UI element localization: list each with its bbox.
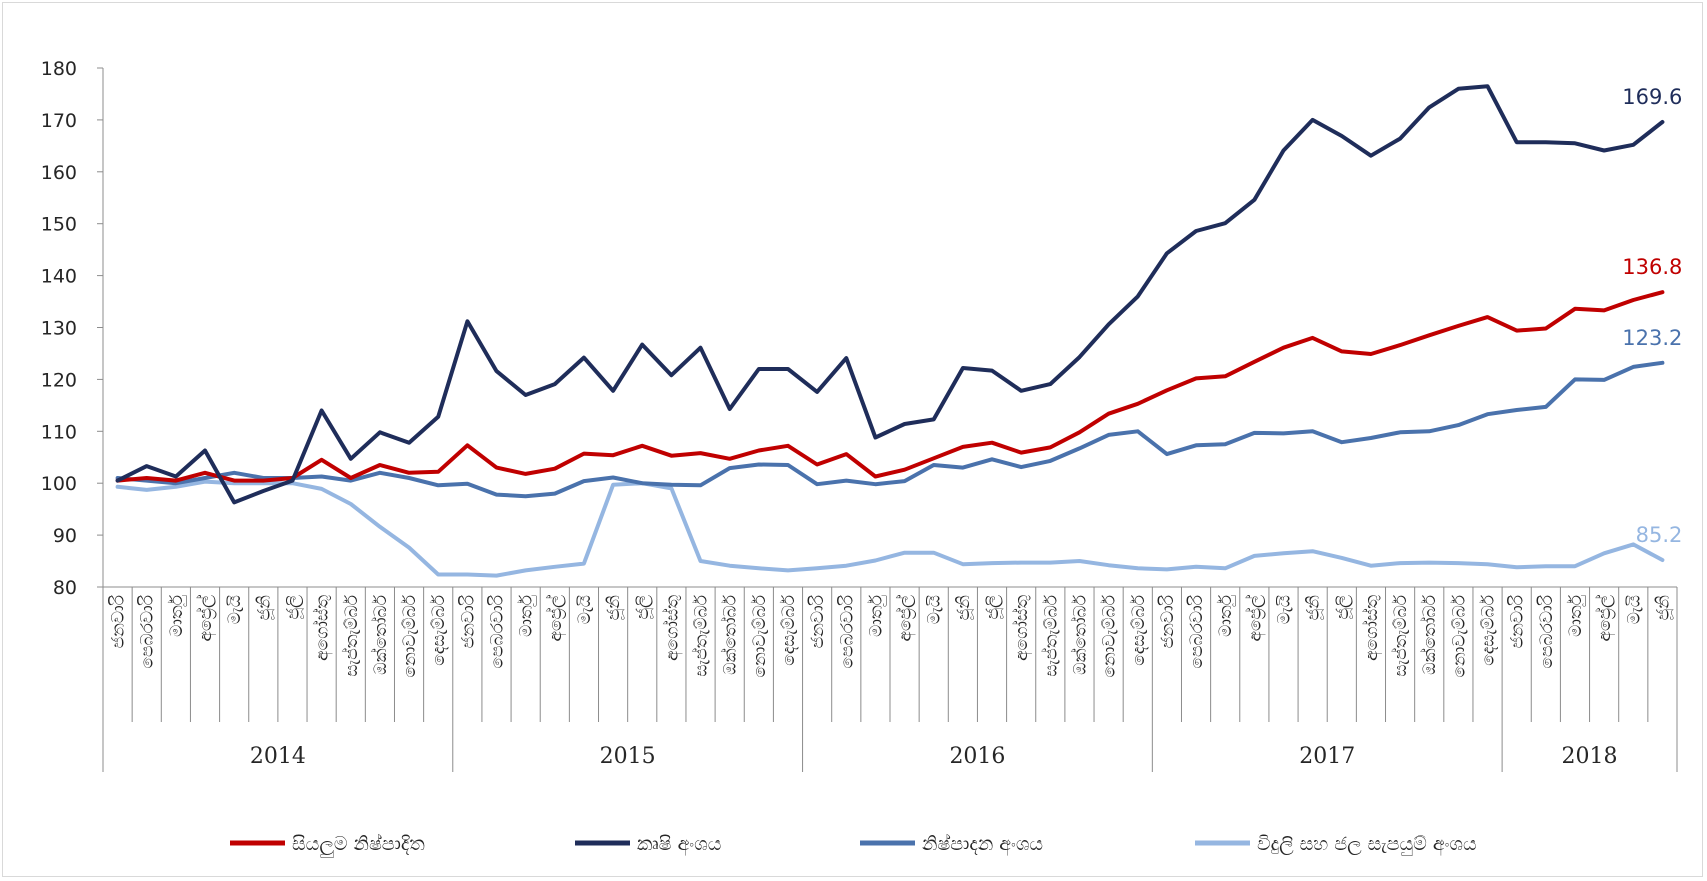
y-tick-label: 120 bbox=[41, 369, 77, 391]
y-tick-label: 140 bbox=[41, 266, 77, 288]
y-tick-label: 80 bbox=[53, 577, 77, 599]
y-tick-label: 180 bbox=[41, 58, 77, 80]
x-tick-label: නොවැම්බර් bbox=[750, 594, 770, 677]
x-tick-label: අප්‍රේල් bbox=[546, 595, 567, 642]
x-tick-label: පෙබරවාරි bbox=[837, 594, 857, 668]
year-label: 2014 bbox=[250, 744, 306, 769]
x-tick-label: මාර්තු bbox=[866, 594, 886, 637]
x-tick-label: ජූනි bbox=[1304, 595, 1324, 621]
x-tick-label: ජනවාරි bbox=[808, 594, 828, 648]
x-tick-label: අගෝස්තු bbox=[662, 595, 683, 661]
x-tick-label: ඔක්තෝබර් bbox=[721, 594, 741, 675]
series-line bbox=[115, 84, 1665, 505]
x-tick-label: පෙබරවාරි bbox=[1187, 594, 1207, 668]
year-label: 2016 bbox=[949, 744, 1005, 769]
x-tick-label: අප්‍රේල් bbox=[1245, 595, 1266, 642]
x-tick-label: අප්‍රේල් bbox=[1595, 595, 1616, 642]
x-tick-label: මැයි bbox=[1275, 595, 1295, 624]
x-tick-label: අප්‍රේල් bbox=[895, 595, 916, 642]
x-tick-label: සැප්තැම්බර් bbox=[342, 594, 362, 676]
y-tick-label: 160 bbox=[41, 162, 77, 184]
x-tick-label: අගෝස්තු bbox=[1012, 595, 1033, 661]
x-tick-label: ජූනි bbox=[1653, 595, 1673, 621]
year-label: 2015 bbox=[600, 744, 656, 769]
x-tick-label: දෙසැම්බර් bbox=[429, 594, 449, 665]
x-tick-label: පෙබරවාරි bbox=[138, 594, 158, 668]
x-tick-label: ජනවාරි bbox=[1508, 594, 1528, 648]
x-tick-label: නොවැම්බර් bbox=[1449, 594, 1469, 677]
legend-label: විදුලි සහ ජල සැපයුම් අංශය bbox=[1257, 833, 1477, 857]
data-label: 85.2 bbox=[1636, 523, 1683, 547]
series-line bbox=[115, 360, 1665, 499]
x-tick-label: ජනවාරි bbox=[1158, 594, 1178, 648]
x-tick-label: මාර්තු bbox=[1566, 594, 1586, 637]
x-tick-label: අප්‍රේල් bbox=[196, 595, 217, 642]
y-tick-label: 110 bbox=[41, 421, 77, 443]
x-tick-label: මාර්තු bbox=[1216, 594, 1236, 637]
x-tick-label: ඔක්තෝබර් bbox=[1420, 594, 1440, 675]
x-tick-label: සැප්තැම්බර් bbox=[1391, 594, 1411, 676]
x-tick-label: සැප්තැම්බර් bbox=[691, 594, 711, 676]
x-tick-label: සැප්තැම්බර් bbox=[1041, 594, 1061, 676]
x-tick-label: ඔක්තෝබර් bbox=[1070, 594, 1090, 675]
series-line bbox=[115, 290, 1665, 483]
x-tick-label: දෙසැම්බර් bbox=[779, 594, 799, 665]
data-label: 123.2 bbox=[1622, 326, 1682, 350]
x-tick-label: ජනවාරි bbox=[458, 594, 478, 648]
x-tick-label: ජූනි bbox=[954, 595, 974, 621]
x-tick-label: ජූලි bbox=[983, 595, 1003, 620]
x-tick-label: ඔක්තෝබර් bbox=[371, 594, 391, 675]
x-tick-label: මැයි bbox=[225, 595, 245, 624]
x-tick-label: මාර්තු bbox=[167, 594, 187, 637]
x-tick-label: මැයි bbox=[575, 595, 595, 624]
legend-label: නිෂ්පාදන අංශය bbox=[922, 833, 1043, 856]
x-tick-label: පෙබරවාරි bbox=[1537, 594, 1557, 668]
legend-label: සියලුම නිෂ්පාදිත bbox=[292, 833, 425, 858]
legend-label: කෘෂි අංශය bbox=[637, 833, 721, 856]
x-tick-label: පෙබරවාරි bbox=[488, 594, 508, 668]
x-tick-label: ජනවාරි bbox=[109, 594, 129, 648]
x-tick-label: ජූලි bbox=[633, 595, 653, 620]
x-tick-label: මැයි bbox=[925, 595, 945, 624]
x-tick-label: ජූලි bbox=[283, 595, 303, 620]
x-tick-label: නොවැම්බර් bbox=[1100, 594, 1120, 677]
data-label: 136.8 bbox=[1622, 255, 1682, 279]
x-tick-label: ජූනි bbox=[604, 595, 624, 621]
x-tick-label: ජූලි bbox=[1333, 595, 1353, 620]
x-tick-label: අගෝස්තු bbox=[312, 595, 333, 661]
y-tick-label: 130 bbox=[41, 318, 77, 340]
x-tick-label: මාර්තු bbox=[517, 594, 537, 637]
data-label: 169.6 bbox=[1622, 85, 1682, 109]
x-tick-label: නොවැම්බර් bbox=[400, 594, 420, 677]
series-line bbox=[115, 479, 1665, 578]
x-tick-label: ජූනි bbox=[254, 595, 274, 621]
year-label: 2018 bbox=[1562, 744, 1618, 769]
x-tick-label: දෙසැම්බර් bbox=[1129, 594, 1149, 665]
year-label: 2017 bbox=[1299, 744, 1355, 769]
y-tick-label: 150 bbox=[41, 214, 77, 236]
y-tick-label: 170 bbox=[41, 110, 77, 132]
x-tick-label: අගෝස්තු bbox=[1362, 595, 1383, 661]
y-tick-label: 90 bbox=[53, 525, 77, 547]
x-tick-label: මැයි bbox=[1624, 595, 1644, 624]
y-tick-label: 100 bbox=[41, 473, 77, 495]
x-tick-label: දෙසැම්බර් bbox=[1479, 594, 1499, 665]
